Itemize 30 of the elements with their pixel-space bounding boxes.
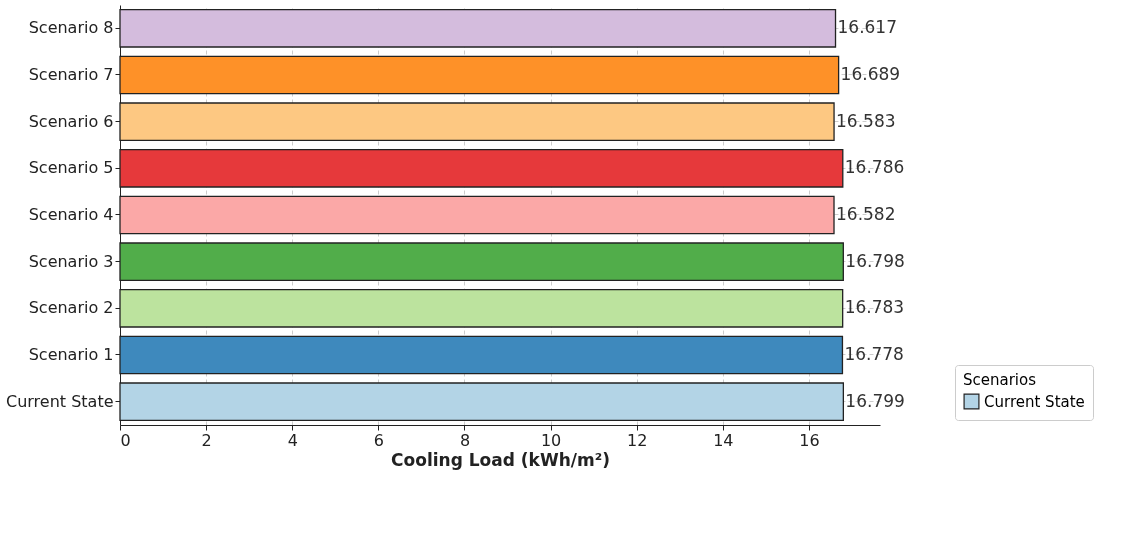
legend-title: Scenarios — [963, 371, 1037, 389]
data-label: 16.689 — [840, 64, 901, 84]
y-tick-label: Current State — [5, 391, 114, 411]
y-tick-label: Scenario 6 — [28, 111, 114, 131]
x-tick-label: 10 — [540, 430, 562, 450]
y-tick-label: Scenario 8 — [28, 18, 114, 38]
x-tick-label: 8 — [459, 430, 471, 450]
y-tick-label: Scenario 7 — [28, 65, 114, 84]
x-tick-label: 4 — [287, 430, 298, 450]
y-tick-label: Scenario 5 — [28, 158, 114, 178]
legend-label: Current State — [984, 392, 1085, 411]
data-label: 16.786 — [844, 157, 905, 178]
data-label: 16.583 — [836, 110, 896, 131]
y-tick-label: Scenario 1 — [28, 345, 114, 364]
data-label: 16.798 — [845, 250, 905, 271]
x-tick-label: 14 — [713, 430, 734, 450]
data-label: 16.778 — [844, 344, 904, 364]
x-tick-label: 0 — [120, 430, 131, 450]
x-tick-label: 2 — [201, 430, 212, 450]
y-tick-label: Scenario 3 — [28, 251, 114, 271]
x-axis-title: Cooling Load (kWh/m²) — [391, 449, 610, 470]
data-label: 16.617 — [837, 17, 897, 38]
y-tick-label: Scenario 2 — [28, 298, 114, 318]
x-tick-label: 12 — [627, 430, 648, 450]
y-tick-label: Scenario 4 — [28, 205, 114, 224]
x-tick-label: 16 — [799, 430, 820, 450]
data-label: 16.783 — [844, 297, 905, 318]
x-tick-label: 6 — [373, 430, 384, 450]
data-label: 16.582 — [836, 204, 896, 224]
data-label: 16.799 — [845, 390, 905, 411]
